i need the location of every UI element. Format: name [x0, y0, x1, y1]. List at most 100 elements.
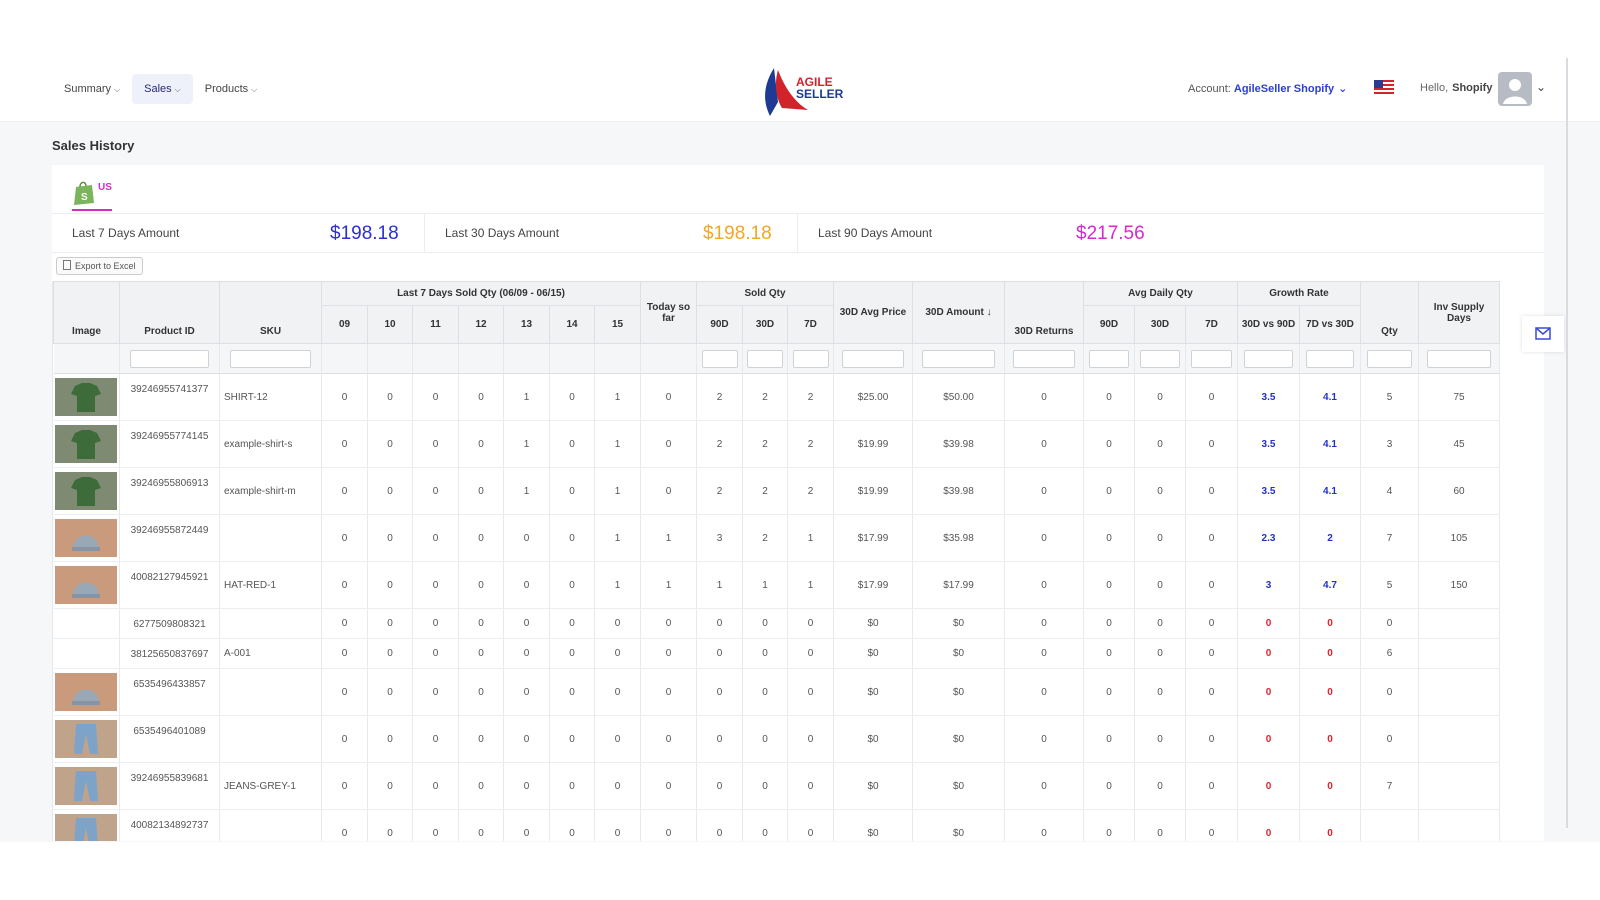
col-header-amount[interactable]: 30D Amount ↓	[912, 281, 1005, 344]
cell-day-qty: 0	[367, 373, 413, 421]
avatar[interactable]	[1498, 72, 1532, 106]
col-header-d15[interactable]: 15	[594, 305, 641, 344]
filter-input[interactable]	[792, 349, 829, 368]
col-header-returns[interactable]: 30D Returns	[1004, 281, 1084, 344]
col-header-avg-7d[interactable]: 7D	[1185, 305, 1238, 344]
filter-avg-30d	[1134, 343, 1186, 374]
filter-input[interactable]	[1012, 349, 1076, 368]
filter-input[interactable]	[1427, 349, 1491, 368]
tab-us-label[interactable]: US	[98, 182, 112, 193]
col-header-avg-90d[interactable]: 90D	[1083, 305, 1135, 344]
table-row[interactable]: 39246955741377 SHIRT-12 0 0 0 0 1 0 1 0 2 2 2 $25.00 $…	[53, 373, 1500, 421]
sales-table-container[interactable]: Image Product ID SKU Last 7 Days Sold Qt…	[52, 281, 1514, 841]
product-thumbnail[interactable]	[55, 378, 118, 416]
cell-sku: HAT-RED-1	[219, 561, 322, 609]
col-header-d11[interactable]: 11	[412, 305, 459, 344]
filter-cell-empty	[367, 343, 413, 374]
group-header-sold-qty: Sold Qty	[696, 281, 834, 306]
filter-input[interactable]	[1366, 349, 1413, 368]
user-menu-chevron-icon[interactable]: ⌄	[1536, 80, 1547, 94]
table-row[interactable]: 40082127945921 HAT-RED-1 0 0 0 0 0 0 1 1 1 1 1 $17.99…	[53, 561, 1500, 609]
cell-avg-daily: 0	[1083, 668, 1135, 716]
cell-sold-qty: 2	[742, 467, 788, 515]
table-row[interactable]: 40082134892737 0 0 0 0 0 0 0 0 0 0 0 $0 $0 0 0 0 0 0 0	[53, 809, 1500, 841]
col-header-d10[interactable]: 10	[367, 305, 413, 344]
cell-avg-price: $0	[833, 715, 913, 763]
cell-today: 0	[640, 638, 697, 669]
col-header-growth-7v30[interactable]: 7D vs 30D	[1299, 305, 1361, 344]
col-header-sold-90d[interactable]: 90D	[696, 305, 743, 344]
nav-sales[interactable]: Sales ⌵	[132, 74, 193, 104]
filter-amount	[912, 343, 1005, 374]
cell-image	[53, 467, 120, 515]
col-header-avg-price[interactable]: 30D Avg Price	[833, 281, 913, 344]
cell-growth-30v90: 3.5	[1237, 420, 1300, 468]
cell-day-qty: 0	[367, 608, 413, 639]
table-row[interactable]: 38125650837697 A-001 0 0 0 0 0 0 0 0 0 0 0 $0 $0 0 0 0 0 0 0…	[53, 638, 1500, 669]
cell-image	[53, 514, 120, 562]
product-thumbnail[interactable]	[55, 472, 118, 510]
cell-product-id: 6535496401089	[119, 715, 220, 763]
sales-table: Image Product ID SKU Last 7 Days Sold Qt…	[53, 281, 1500, 841]
table-row[interactable]: 6535496401089 0 0 0 0 0 0 0 0 0 0 0 $0 $0 0 0 0 0 0 0 0	[53, 715, 1500, 763]
col-header-product-id[interactable]: Product ID	[119, 281, 220, 344]
tab-us-store[interactable]: S	[72, 173, 112, 213]
agile-seller-logo[interactable]: AGILE SELLER	[760, 64, 843, 118]
cell-day-qty: 0	[367, 514, 413, 562]
col-header-sold-30d[interactable]: 30D	[742, 305, 788, 344]
col-header-qty[interactable]: Qty	[1360, 281, 1419, 344]
table-row[interactable]: 6277509808321 0 0 0 0 0 0 0 0 0 0 0 $0 $0 0 0 0 0 0 0 0	[53, 608, 1500, 639]
account-selector[interactable]: Account: AgileSeller Shopify ⌄	[1188, 82, 1347, 95]
col-header-image[interactable]: Image	[53, 281, 120, 344]
cell-amount: $0	[912, 638, 1005, 669]
product-thumbnail[interactable]	[55, 425, 118, 463]
col-header-today[interactable]: Today so far	[640, 281, 697, 344]
col-header-d09[interactable]: 09	[321, 305, 368, 344]
page-scrollbar[interactable]	[1566, 58, 1568, 828]
nav-summary[interactable]: Summary ⌵	[58, 74, 126, 104]
product-thumbnail[interactable]	[55, 814, 118, 841]
filter-input[interactable]	[747, 349, 783, 368]
product-thumbnail[interactable]	[55, 767, 118, 805]
mail-icon[interactable]	[1522, 316, 1564, 352]
cell-day-qty: 0	[321, 608, 368, 639]
product-thumbnail[interactable]	[55, 720, 118, 758]
col-header-d12[interactable]: 12	[458, 305, 504, 344]
col-header-inv-supply[interactable]: Inv Supply Days	[1418, 281, 1500, 344]
col-header-avg-30d[interactable]: 30D	[1134, 305, 1186, 344]
table-row[interactable]: 39246955872449 0 0 0 0 0 0 1 1 3 2 1 $17.99 $35.98 0 0 0…	[53, 514, 1500, 562]
filter-input[interactable]	[701, 349, 738, 368]
table-row[interactable]: 39246955806913 example-shirt-m 0 0 0 0 1 0 1 0 2 2 2…	[53, 467, 1500, 515]
filter-input[interactable]	[129, 349, 210, 368]
product-thumbnail[interactable]	[55, 673, 118, 711]
col-header-sold-7d[interactable]: 7D	[787, 305, 834, 344]
table-row[interactable]: 39246955839681 JEANS-GREY-1 0 0 0 0 0 0 0 0 0 0 0 $0 $…	[53, 762, 1500, 810]
cell-today: 0	[640, 668, 697, 716]
product-thumbnail[interactable]	[55, 566, 118, 604]
filter-product-id	[119, 343, 220, 374]
col-header-d14[interactable]: 14	[549, 305, 595, 344]
filter-input[interactable]	[841, 349, 905, 368]
table-row[interactable]: 6535496433857 0 0 0 0 0 0 0 0 0 0 0 $0 $0 0 0 0 0 0 0 0	[53, 668, 1500, 716]
filter-input[interactable]	[1306, 349, 1354, 368]
filter-input[interactable]	[1089, 349, 1129, 368]
nav-products[interactable]: Products ⌵	[199, 74, 264, 104]
table-row[interactable]: 39246955774145 example-shirt-s 0 0 0 0 1 0 1 0 2 2 2…	[53, 420, 1500, 468]
filter-input[interactable]	[1244, 349, 1293, 368]
cell-avg-daily: 0	[1083, 514, 1135, 562]
col-header-growth-30v90[interactable]: 30D vs 90D	[1237, 305, 1300, 344]
col-header-sku[interactable]: SKU	[219, 281, 322, 344]
cell-product-id: 39246955741377	[119, 373, 220, 421]
cell-day-qty: 0	[458, 715, 504, 763]
cell-inv-supply: 60	[1418, 467, 1500, 515]
product-thumbnail[interactable]	[55, 519, 118, 557]
filter-input[interactable]	[1191, 349, 1232, 368]
stat-label: Last 30 Days Amount	[445, 226, 560, 240]
filter-input[interactable]	[922, 349, 995, 368]
filter-input[interactable]	[1140, 349, 1180, 368]
export-to-excel-button[interactable]: Export to Excel	[56, 257, 143, 275]
col-header-d13[interactable]: 13	[503, 305, 550, 344]
filter-input[interactable]	[230, 349, 311, 368]
cell-avg-daily: 0	[1185, 373, 1238, 421]
us-flag-icon[interactable]	[1374, 80, 1394, 96]
